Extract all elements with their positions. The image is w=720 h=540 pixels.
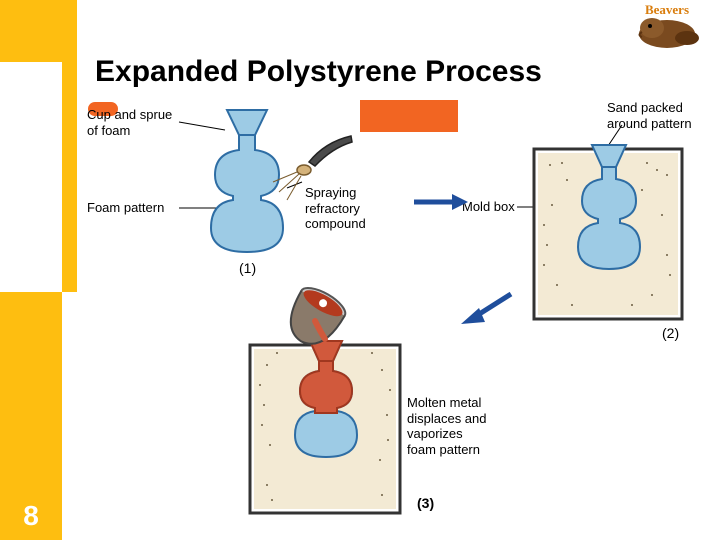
- slide-number: 8: [0, 500, 62, 540]
- step3-marker: (3): [417, 495, 434, 512]
- sidebar-cutout: [0, 62, 62, 292]
- arrow-step2-to-step3: [457, 290, 517, 330]
- label-foam-pattern: Foam pattern: [87, 200, 164, 216]
- label-spraying: Sprayingrefractorycompound: [305, 185, 385, 232]
- label-molten: Molten metaldisplaces andvaporizesfoam p…: [407, 395, 497, 457]
- step2-marker: (2): [662, 325, 679, 342]
- label-sand-packed: Sand packedaround pattern: [607, 100, 707, 131]
- logo-text: Beavers: [645, 2, 689, 17]
- sidebar-corner: [62, 0, 77, 292]
- diagram-area: Cup and sprueof foam Foam pattern Sprayi…: [77, 95, 710, 530]
- slide-title: Expanded Polystyrene Process: [95, 55, 542, 89]
- arrow-step1-to-step2: [412, 190, 472, 214]
- beaver-logo: Beavers: [622, 2, 712, 52]
- label-cup-sprue: Cup and sprueof foam: [87, 107, 177, 138]
- step1-marker: (1): [239, 260, 256, 277]
